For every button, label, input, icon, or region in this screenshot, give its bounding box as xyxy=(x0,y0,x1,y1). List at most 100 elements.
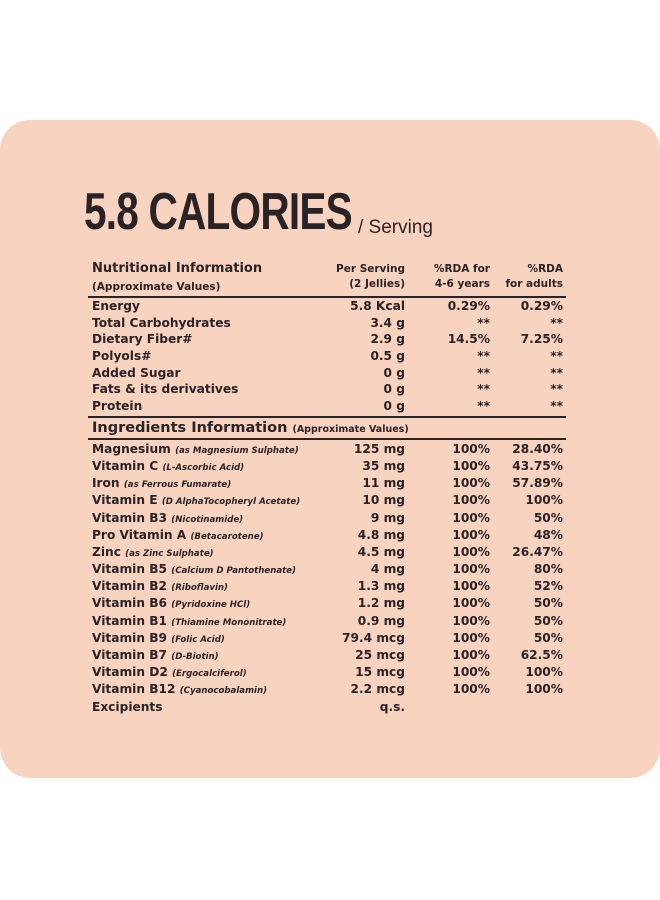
header-rda-kids-age: 4-6 years xyxy=(434,278,490,290)
rda-adults-cell: 43.75% xyxy=(512,458,563,473)
nutrient-source: (D-Biotin) xyxy=(171,652,219,662)
per-serving-cell: 125 mg xyxy=(353,441,405,456)
rda-adults-cell: 28.40% xyxy=(512,441,563,456)
per-serving-cell: 15 mcg xyxy=(355,665,405,680)
nutrient-source: (Pyridoxine HCl) xyxy=(171,600,251,611)
nutrient-source: (Riboflavin) xyxy=(171,583,228,594)
per-serving-cell: 2.2 mcg xyxy=(350,682,405,697)
nutrient-name: Excipients xyxy=(92,699,163,714)
nutrient-name: Iron xyxy=(92,476,120,491)
nutrient-name: Vitamin B9 xyxy=(92,630,168,645)
rda-kids-cell: 0.29% xyxy=(447,299,490,314)
per-serving-cell: 0 g xyxy=(383,398,405,413)
rda-kids-cell: 100% xyxy=(452,665,490,680)
table-row: Fats & its derivatives 0 g ** ** xyxy=(92,381,564,398)
header-nutritional-info: Nutritional Information xyxy=(92,261,263,276)
rda-adults-cell: 7.25% xyxy=(520,332,563,347)
nutrient-name: Vitamin B3 xyxy=(92,510,168,525)
name-cell: Vitamin C (L-Ascorbic Acid) xyxy=(92,459,324,473)
per-serving-cell: q.s. xyxy=(379,699,405,714)
rda-kids-cell: ** xyxy=(477,349,490,364)
nutrient-name: Protein xyxy=(92,398,143,413)
nutrient-source: (as Ferrous Fumarate) xyxy=(123,480,232,491)
nutrient-name: Total Carbohydrates xyxy=(92,315,231,330)
rda-kids-cell: ** xyxy=(477,315,490,330)
nutrient-source: (D AlphaTocopheryl Acetate) xyxy=(161,497,301,508)
divider xyxy=(88,296,566,298)
per-serving-cell: 35 mg xyxy=(362,458,405,473)
nutrient-name: Dietary Fiber# xyxy=(92,332,193,347)
per-serving-cell: 0.9 mg xyxy=(357,613,405,628)
per-serving-cell: 2.9 g xyxy=(370,332,405,347)
header-jellies: (2 Jellies) xyxy=(349,278,405,290)
per-serving-cell: 5.8 Kcal xyxy=(350,299,405,314)
nutrient-name: Zinc xyxy=(92,544,121,559)
rda-kids-cell: ** xyxy=(477,365,490,380)
rda-kids-cell: 100% xyxy=(452,441,490,456)
name-cell: Energy xyxy=(92,299,324,313)
table-row: Polyols# 0.5 g ** ** xyxy=(92,348,564,365)
rda-kids-cell: 100% xyxy=(452,648,490,662)
nutrient-name: Vitamin B6 xyxy=(92,596,168,611)
rda-adults-cell: 0.29% xyxy=(520,299,563,314)
nutrient-source: (as Magnesium Sulphate) xyxy=(175,445,299,456)
rda-kids-cell: 100% xyxy=(452,562,490,577)
rda-adults-cell: ** xyxy=(550,398,563,413)
rda-adults-cell: ** xyxy=(550,315,563,330)
nutrient-name: Magnesium xyxy=(92,441,171,456)
per-serving-cell: 4.5 mg xyxy=(357,544,405,559)
per-serving-cell: 0 g xyxy=(383,382,405,397)
rda-adults-cell: 26.47% xyxy=(512,544,563,559)
rda-adults-cell: 62.5% xyxy=(520,648,563,662)
rda-kids-cell: 100% xyxy=(452,613,490,628)
name-cell: Vitamin B2 (Riboflavin) xyxy=(92,579,324,593)
nutrient-name: Energy xyxy=(92,299,140,314)
table-row: Iron (as Ferrous Fumarate) 11 mg 100% 57.89… xyxy=(92,475,564,492)
nutrient-name: Vitamin C xyxy=(92,458,159,473)
name-cell: Zinc (as Zinc Sulphate) xyxy=(92,545,324,559)
per-serving-cell: 4 mg xyxy=(370,562,405,577)
nutrient-name: Vitamin D2 xyxy=(92,665,168,680)
rda-adults-cell: ** xyxy=(550,365,563,380)
table-row: Vitamin B5 (Calcium D Pantothenate) 4 mg 1… xyxy=(92,560,564,577)
nutrient-source: (as Zinc Sulphate) xyxy=(125,548,214,559)
name-cell: Polyols# xyxy=(92,349,324,363)
nutrient-source: (Nicotinamide) xyxy=(171,514,244,525)
table-row: Vitamin E (D AlphaTocopheryl Acetate) 10 … xyxy=(92,492,564,509)
name-cell: Added Sugar xyxy=(92,366,324,380)
per-serving-label: / Serving xyxy=(358,217,433,238)
rda-kids-cell: ** xyxy=(477,382,490,397)
name-cell: Iron (as Ferrous Fumarate) xyxy=(92,476,324,490)
name-cell: Vitamin B1 (Thiamine Mononitrate) xyxy=(92,614,324,628)
name-cell: Vitamin B9 (Folic Acid) xyxy=(92,631,324,645)
header-rda-adults-sub: for adults xyxy=(505,278,563,290)
name-cell: Magnesium (as Magnesium Sulphate) xyxy=(92,442,324,456)
name-cell: Vitamin B7 (D-Biotin) xyxy=(92,648,324,662)
rda-kids-cell: 100% xyxy=(452,596,490,611)
table-row: Vitamin B9 (Folic Acid) 79.4 mcg 100% 50% xyxy=(92,629,564,646)
rda-kids-cell: 100% xyxy=(452,458,490,473)
nutrient-source: (Thiamine Mononitrate) xyxy=(171,617,287,628)
rda-adults-cell: 100% xyxy=(525,493,563,508)
per-serving-cell: 3.4 g xyxy=(370,315,405,330)
nutrient-source: (Calcium D Pantothenate) xyxy=(171,566,296,577)
header-rda-adults: %RDA xyxy=(527,263,563,275)
name-cell: Excipients xyxy=(92,700,324,714)
nutrient-name: Vitamin B7 xyxy=(92,648,168,662)
table-row: Vitamin B1 (Thiamine Mononitrate) 0.9 mg 1… xyxy=(92,612,564,629)
table-row: Vitamin C (L-Ascorbic Acid) 35 mg 100% 43.7… xyxy=(92,457,564,474)
rda-adults-cell: 80% xyxy=(533,562,563,577)
rda-adults-cell: 100% xyxy=(525,665,563,680)
nutrient-name: Vitamin B2 xyxy=(92,579,168,594)
table-row: Excipients q.s. xyxy=(92,698,564,715)
name-cell: Fats & its derivatives xyxy=(92,382,324,396)
table-row: Dietary Fiber# 2.9 g 14.5% 7.25% xyxy=(92,331,564,348)
rda-kids-cell: 100% xyxy=(452,476,490,491)
rda-kids-cell: 100% xyxy=(452,630,490,645)
nutrient-source: (Betacarotene) xyxy=(190,531,264,542)
divider xyxy=(88,438,566,441)
nutrient-source: (L-Ascorbic Acid) xyxy=(162,462,245,473)
nutrient-name: Vitamin E xyxy=(92,493,158,508)
per-serving-cell: 9 mg xyxy=(370,510,405,525)
rda-adults-cell: 50% xyxy=(533,596,563,611)
